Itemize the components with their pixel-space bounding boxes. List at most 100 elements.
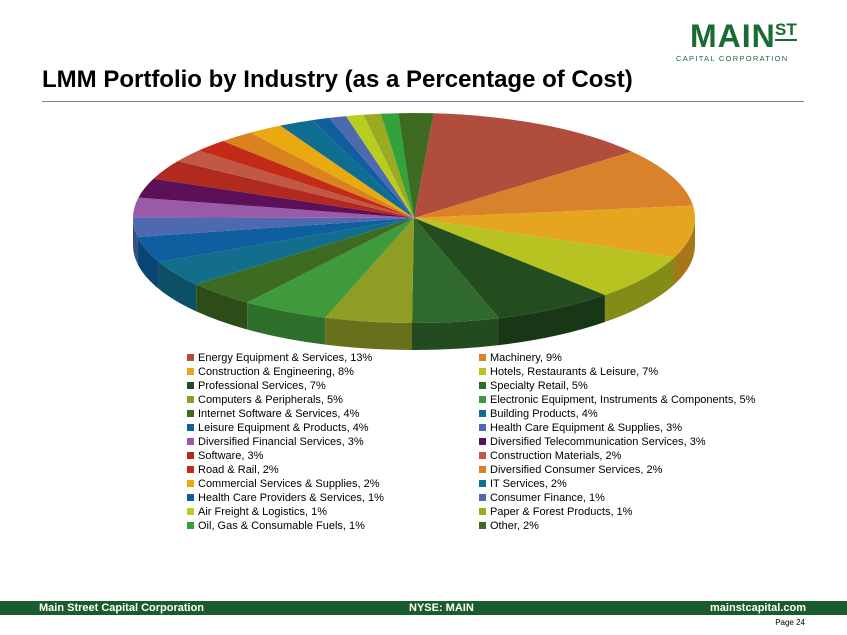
pie-side-11 bbox=[132, 218, 138, 264]
pie-slice-1 bbox=[414, 151, 693, 218]
legend-label: Health Care Providers & Services, 1% bbox=[198, 491, 384, 504]
legend-swatch bbox=[187, 480, 194, 487]
legend-label: Construction Materials, 2% bbox=[490, 449, 622, 462]
pie-slice-8 bbox=[196, 218, 414, 303]
legend-label: Health Care Equipment & Supplies, 3% bbox=[490, 421, 682, 434]
legend-swatch bbox=[187, 396, 194, 403]
legend-item: Specialty Retail, 5% bbox=[479, 379, 779, 392]
legend-label: Computers & Peripherals, 5% bbox=[198, 393, 343, 406]
chart-legend: Energy Equipment & Services, 13% Machiner… bbox=[187, 351, 787, 532]
legend-swatch bbox=[479, 494, 486, 501]
legend-label: Diversified Telecommunication Services, … bbox=[490, 435, 706, 448]
legend-item: Hotels, Restaurants & Leisure, 7% bbox=[479, 365, 779, 378]
legend-swatch bbox=[479, 466, 486, 473]
legend-label: Air Freight & Logistics, 1% bbox=[198, 505, 327, 518]
pie-slice-12 bbox=[133, 197, 414, 218]
legend-label: Hotels, Restaurants & Leisure, 7% bbox=[490, 365, 659, 378]
legend-item: Diversified Telecommunication Services, … bbox=[479, 435, 779, 448]
legend-swatch bbox=[187, 438, 194, 445]
legend-item: Machinery, 9% bbox=[479, 351, 779, 364]
legend-item: Road & Rail, 2% bbox=[187, 463, 479, 476]
legend-item: Energy Equipment & Services, 13% bbox=[187, 351, 479, 364]
legend-swatch bbox=[479, 522, 486, 529]
pie-top-faces bbox=[132, 113, 695, 324]
logo-subtitle: CAPITAL CORPORATION bbox=[676, 54, 789, 63]
legend-label: Machinery, 9% bbox=[490, 351, 562, 364]
legend-swatch bbox=[479, 480, 486, 487]
legend-item: Construction Materials, 2% bbox=[479, 449, 779, 462]
legend-label: Commercial Services & Supplies, 2% bbox=[198, 477, 380, 490]
pie-slice-22 bbox=[346, 114, 414, 218]
legend-swatch bbox=[479, 452, 486, 459]
pie-slice-10 bbox=[137, 218, 414, 262]
pie-side-7 bbox=[247, 302, 326, 345]
legend-label: IT Services, 2% bbox=[490, 477, 567, 490]
pie-slice-5 bbox=[412, 218, 499, 324]
pie-slice-23 bbox=[363, 113, 414, 218]
legend-item: Professional Services, 7% bbox=[187, 379, 479, 392]
pie-slice-6 bbox=[325, 218, 414, 323]
pie-slice-3 bbox=[414, 218, 675, 295]
pie-slice-19 bbox=[280, 120, 414, 218]
legend-item: Other, 2% bbox=[479, 519, 779, 532]
company-logo: MAIN ST CAPITAL CORPORATION bbox=[676, 20, 810, 65]
pie-slice-20 bbox=[312, 117, 414, 218]
page-number: Page 24 bbox=[775, 618, 805, 627]
legend-swatch bbox=[479, 396, 486, 403]
legend-swatch bbox=[187, 368, 194, 375]
legend-swatch bbox=[479, 382, 486, 389]
legend-swatch bbox=[187, 382, 194, 389]
legend-swatch bbox=[187, 424, 194, 431]
legend-swatch bbox=[187, 354, 194, 361]
slide-title: LMM Portfolio by Industry (as a Percenta… bbox=[42, 66, 633, 93]
legend-item: Health Care Providers & Services, 1% bbox=[187, 491, 479, 504]
pie-slice-17 bbox=[223, 132, 414, 218]
logo-st-text: ST bbox=[775, 20, 797, 41]
legend-item: Diversified Consumer Services, 2% bbox=[479, 463, 779, 476]
pie-slice-21 bbox=[329, 116, 414, 218]
legend-swatch bbox=[479, 354, 486, 361]
pie-side-9 bbox=[158, 262, 197, 312]
legend-label: Specialty Retail, 5% bbox=[490, 379, 588, 392]
pie-slice-4 bbox=[414, 218, 605, 319]
legend-swatch bbox=[479, 438, 486, 445]
pie-chart bbox=[132, 113, 695, 350]
pie-slice-9 bbox=[158, 218, 414, 285]
legend-item: Construction & Engineering, 8% bbox=[187, 365, 479, 378]
legend-swatch bbox=[187, 522, 194, 529]
pie-slice-11 bbox=[132, 217, 415, 237]
footer-bar: Main Street Capital Corporation NYSE: MA… bbox=[0, 601, 847, 615]
legend-item: Electronic Equipment, Instruments & Comp… bbox=[479, 393, 779, 406]
legend-item: Computers & Peripherals, 5% bbox=[187, 393, 479, 406]
legend-swatch bbox=[479, 424, 486, 431]
pie-slice-18 bbox=[250, 125, 414, 218]
legend-item: IT Services, 2% bbox=[479, 477, 779, 490]
legend-item: Internet Software & Services, 4% bbox=[187, 407, 479, 420]
pie-slice-14 bbox=[153, 161, 414, 218]
pie-slice-0 bbox=[414, 113, 632, 218]
pie-side-3 bbox=[604, 257, 675, 322]
pie-side-10 bbox=[137, 237, 159, 289]
legend-item: Diversified Financial Services, 3% bbox=[187, 435, 479, 448]
legend-label: Diversified Consumer Services, 2% bbox=[490, 463, 663, 476]
legend-label: Building Products, 4% bbox=[490, 407, 598, 420]
pie-slice-7 bbox=[247, 218, 414, 318]
legend-label: Consumer Finance, 1% bbox=[490, 491, 605, 504]
footer-company: Main Street Capital Corporation bbox=[39, 602, 205, 614]
pie-slice-15 bbox=[177, 150, 414, 218]
legend-item: Paper & Forest Products, 1% bbox=[479, 505, 779, 518]
title-divider bbox=[42, 101, 804, 102]
legend-label: Energy Equipment & Services, 13% bbox=[198, 351, 373, 364]
legend-swatch bbox=[187, 410, 194, 417]
legend-label: Internet Software & Services, 4% bbox=[198, 407, 360, 420]
pie-slice-16 bbox=[198, 141, 414, 218]
legend-item: Health Care Equipment & Supplies, 3% bbox=[479, 421, 779, 434]
pie-slice-2 bbox=[414, 205, 695, 258]
footer-ticker: NYSE: MAIN bbox=[409, 602, 474, 614]
legend-swatch bbox=[479, 508, 486, 515]
legend-label: Software, 3% bbox=[198, 449, 264, 462]
legend-item: Software, 3% bbox=[187, 449, 479, 462]
legend-item: Air Freight & Logistics, 1% bbox=[187, 505, 479, 518]
pie-slice-13 bbox=[138, 178, 414, 218]
legend-item: Consumer Finance, 1% bbox=[479, 491, 779, 504]
